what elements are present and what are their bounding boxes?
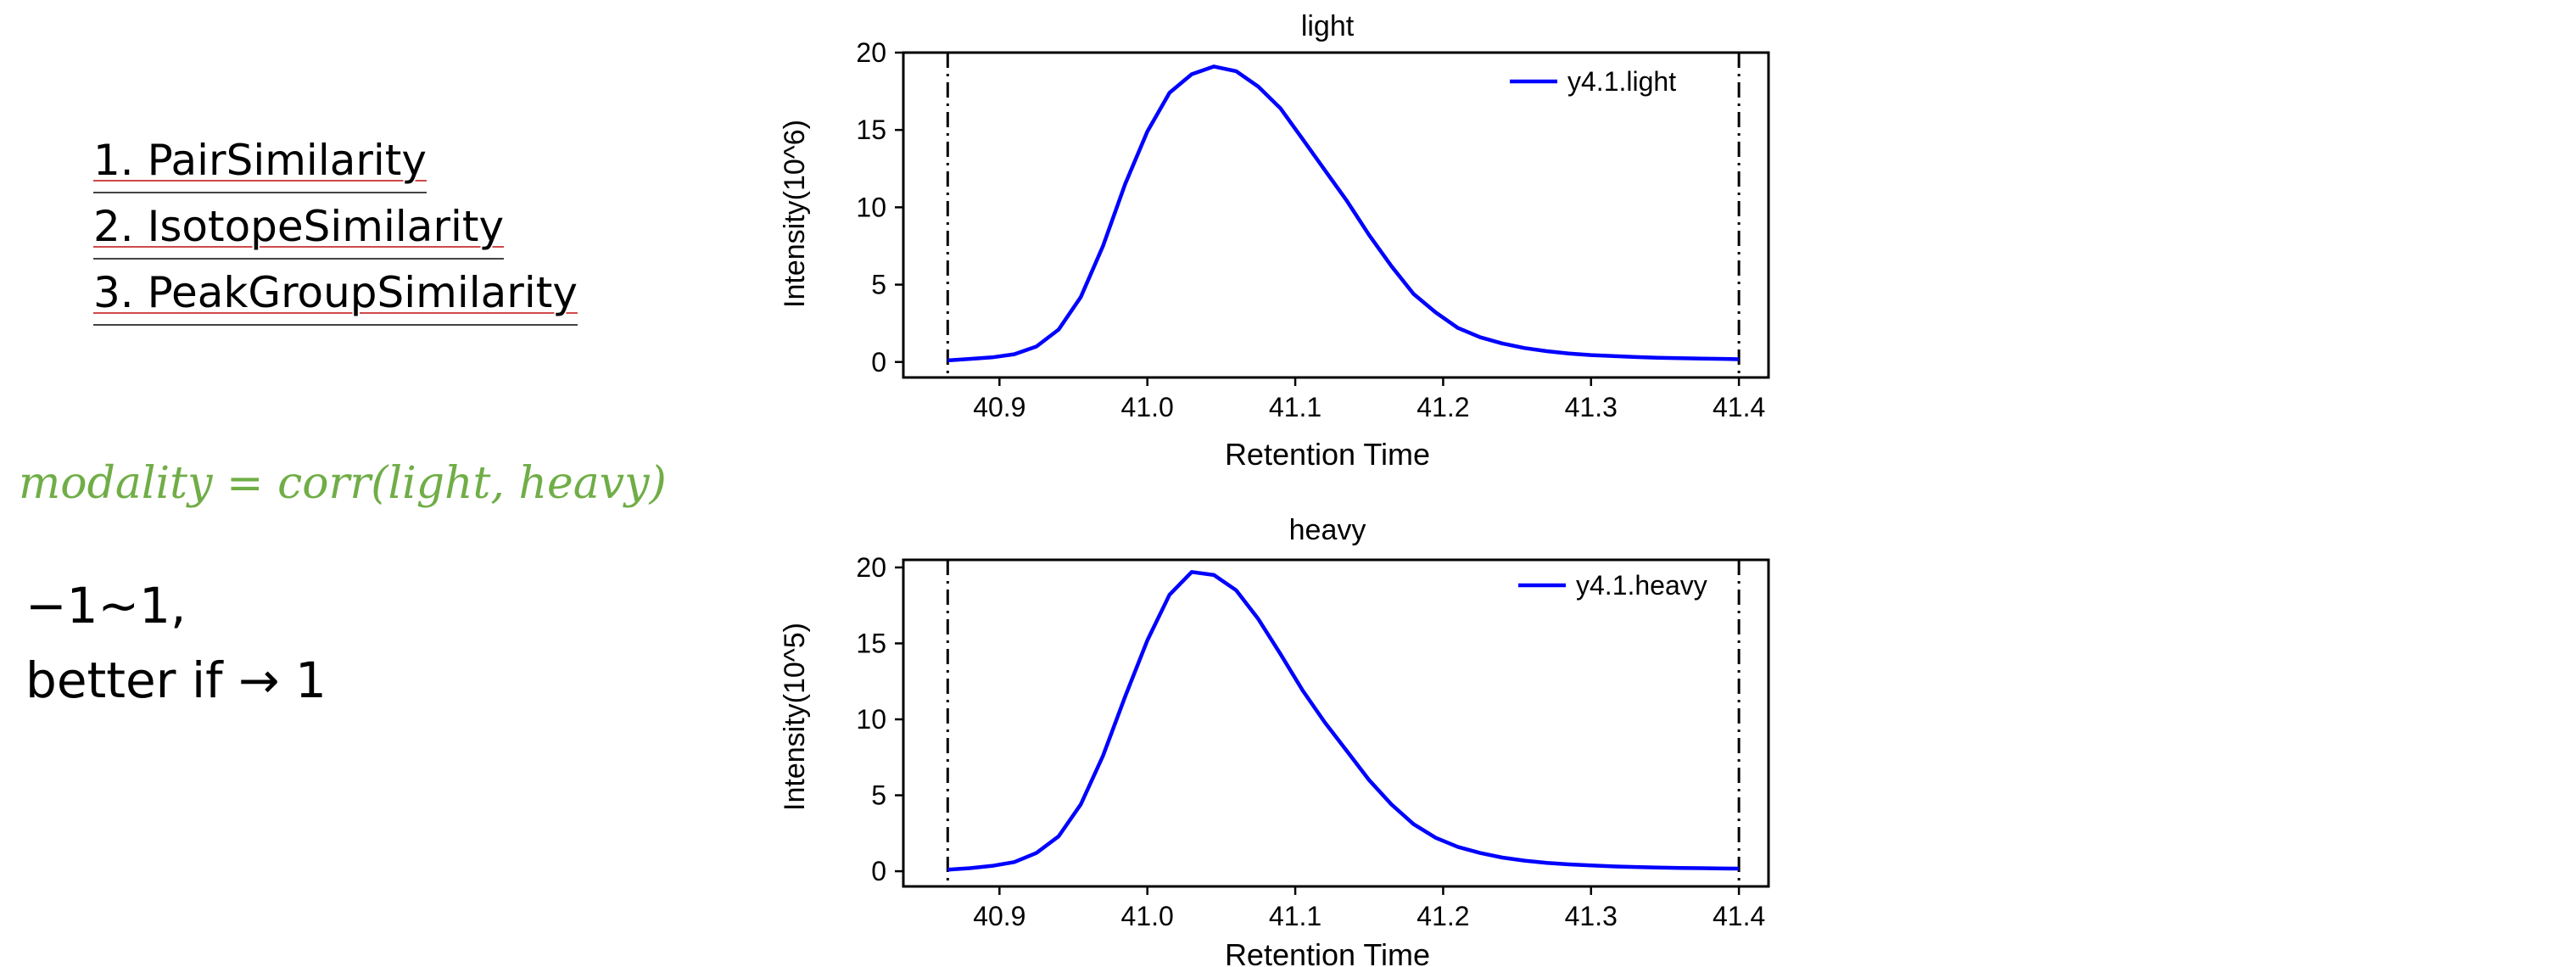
x-tick-label: 40.9 [973,901,1025,931]
legend-label: y4.1.light [1567,66,1676,97]
chart-title: heavy [1289,514,1366,546]
chart-heavy: heavy Intensity(10^5) Retention Time y4.… [779,514,1770,967]
x-tick-label: 41.2 [1417,901,1469,931]
plot-frame [902,558,1770,888]
x-tick-label: 41.0 [1121,392,1174,422]
y-tick-label: 10 [856,192,886,222]
x-tick-label: 41.0 [1121,901,1174,931]
y-tick-label: 10 [856,704,886,735]
list-item: 2. IsotopeSimilarity [93,193,505,260]
y-tick-label: 20 [856,37,886,68]
plot-frame [902,51,1770,379]
legend-label: y4.1.heavy [1576,570,1707,601]
metric-list: 1. PairSimilarity 2. IsotopeSimilarity 3… [93,127,578,326]
list-item: 1. PairSimilarity [93,127,427,193]
y-tick-label: 5 [871,780,886,811]
range-note: −1~1, better if → 1 [25,568,327,718]
series-line [947,570,1740,872]
list-item-label: 1. PairSimilarity [93,136,427,185]
x-tick-label: 41.1 [1269,392,1322,422]
x-axis-label: Retention Time [1225,937,1430,967]
list-item-label: 3. PeakGroupSimilarity [93,268,578,317]
x-tick-label: 41.4 [1713,392,1765,422]
chart-title: light [1301,10,1355,42]
y-tick-label: 5 [871,270,886,300]
x-tick-label: 40.9 [973,392,1025,422]
x-tick-label: 41.2 [1417,392,1469,422]
x-tick-label: 41.4 [1713,901,1765,931]
y-tick-label: 20 [856,552,886,583]
modality-formula: modality = corr(light, heavy) [19,458,667,509]
list-item-label: 2. IsotopeSimilarity [93,202,505,251]
chart-light: light Intensity(10^6) Retention Time y4.… [779,10,1770,472]
y-tick-label: 15 [856,115,886,145]
y-axis-label: Intensity(10^5) [779,623,811,811]
x-axis-label: Retention Time [1225,437,1430,472]
y-tick-label: 15 [856,628,886,658]
y-tick-label: 0 [871,347,886,377]
x-tick-label: 41.1 [1269,901,1322,931]
series-line [947,64,1740,363]
y-axis-label: Intensity(10^6) [779,120,811,308]
x-tick-label: 41.3 [1565,392,1618,422]
range-line: better if → 1 [25,651,327,709]
list-item: 3. PeakGroupSimilarity [93,260,578,326]
x-tick-label: 41.3 [1565,901,1618,931]
range-line: −1~1, [25,577,187,634]
y-tick-label: 0 [871,856,886,886]
